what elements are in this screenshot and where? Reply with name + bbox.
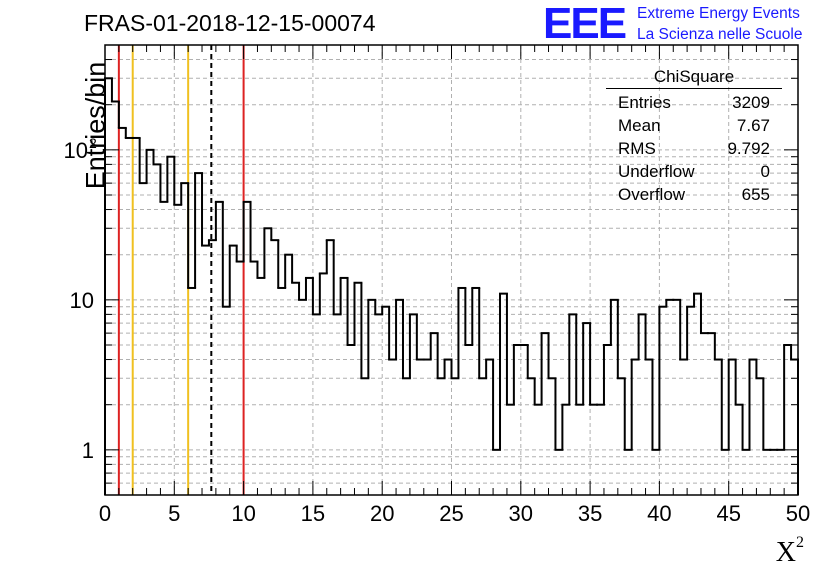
stats-value: 3209 [732,93,770,112]
stats-row-underflow: Underflow 0 [612,160,776,183]
stats-row-mean: Mean 7.67 [612,114,776,137]
x-tick-label: 20 [370,501,394,526]
stats-label: RMS [618,139,656,158]
y-tick-label: 1 [82,438,94,463]
y-axis-label: Entries/bin [80,61,111,190]
x-tick-label: 25 [439,501,463,526]
x-tick-label: 0 [99,501,111,526]
logo-line-1: Extreme Energy Events [637,5,800,22]
y-tick-label: 10 [64,138,88,163]
stats-label: Mean [618,116,661,135]
y-tick-label: 10 [70,288,94,313]
stats-box: ChiSquare Entries 3209 Mean 7.67 RMS 9.7… [606,66,782,206]
eee-logo-mark: EEE [543,0,627,48]
x-tick-label: 10 [231,501,255,526]
x-axis-label: X2 [776,534,804,569]
x-tick-label: 35 [578,501,602,526]
stats-value: 0 [760,162,770,181]
stats-value: 655 [741,185,770,204]
stats-title: ChiSquare [653,67,735,86]
stats-label: Underflow [618,162,695,181]
stats-divider [606,88,782,89]
stats-row-entries: Entries 3209 [612,91,776,114]
x-axis-label-sup: 2 [796,534,804,551]
stats-value: 9.792 [727,139,770,158]
stats-value: 7.67 [736,116,770,135]
x-tick-label: 45 [716,501,740,526]
run-title: FRAS-01-2018-12-15-00074 [84,10,376,36]
stats-row-rms: RMS 9.792 [612,137,776,160]
axes-layer [104,44,799,496]
x-tick-label: 50 [786,501,810,526]
x-tick-label: 5 [168,501,180,526]
reference-lines-layer [117,45,245,495]
x-axis-label-base: X [775,537,796,568]
x-tick-label: 15 [301,501,325,526]
x-tick-label: 40 [647,501,671,526]
stats-label: Overflow [618,185,686,204]
stats-row-overflow: Overflow 655 [612,183,776,206]
x-tick-label: 30 [509,501,533,526]
logo-line-2: La Scienza nelle Scuole [637,26,803,43]
y-tick-label-exponent: 2 [89,135,97,151]
stats-label: Entries [618,93,671,112]
